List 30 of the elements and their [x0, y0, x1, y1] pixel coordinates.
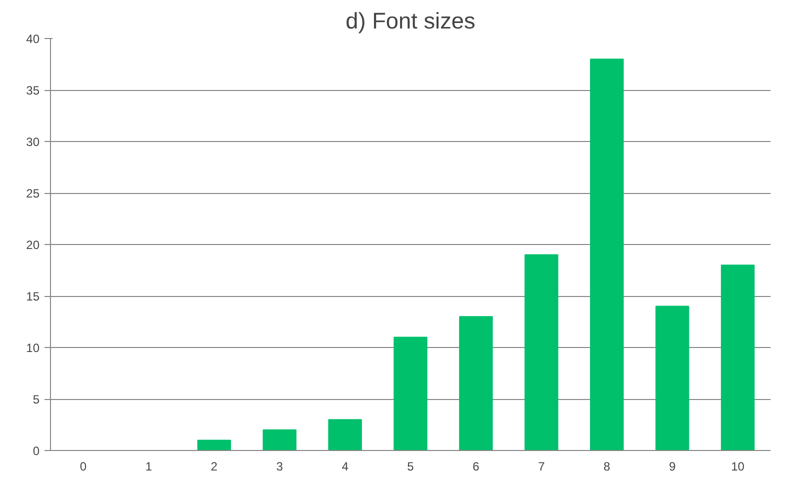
bar [328, 419, 362, 450]
y-tick-label: 5 [32, 392, 40, 406]
x-tick-label: 8 [604, 460, 611, 474]
bar [655, 306, 690, 450]
bar [524, 254, 558, 450]
bar [394, 336, 428, 450]
bar [197, 440, 231, 450]
y-tick-label: 20 [26, 238, 40, 252]
y-tick-label: 15 [26, 290, 40, 304]
bar [262, 429, 296, 450]
y-tick-label: 35 [26, 84, 40, 98]
x-tick-label: 5 [407, 460, 414, 474]
x-tick-label: 7 [538, 460, 546, 474]
y-tick-label: 30 [26, 135, 40, 149]
bar [459, 316, 493, 450]
x-tick-label: 3 [276, 460, 284, 474]
x-tick-label: 4 [342, 460, 349, 474]
y-tick-label: 10 [26, 341, 40, 355]
x-tick-label: 0 [80, 460, 87, 474]
chart-title: d) Font sizes [346, 8, 476, 34]
x-tick-label: 10 [731, 460, 745, 474]
y-tick-label: 25 [26, 186, 40, 200]
x-tick-label: 2 [210, 460, 218, 474]
bar [590, 58, 624, 450]
y-tick-label: 0 [32, 444, 40, 458]
x-tick-label: 9 [668, 460, 676, 474]
x-tick-label: 6 [472, 460, 480, 474]
y-tick-label: 40 [26, 32, 40, 46]
x-tick-label: 1 [145, 460, 152, 474]
bar [720, 264, 755, 450]
